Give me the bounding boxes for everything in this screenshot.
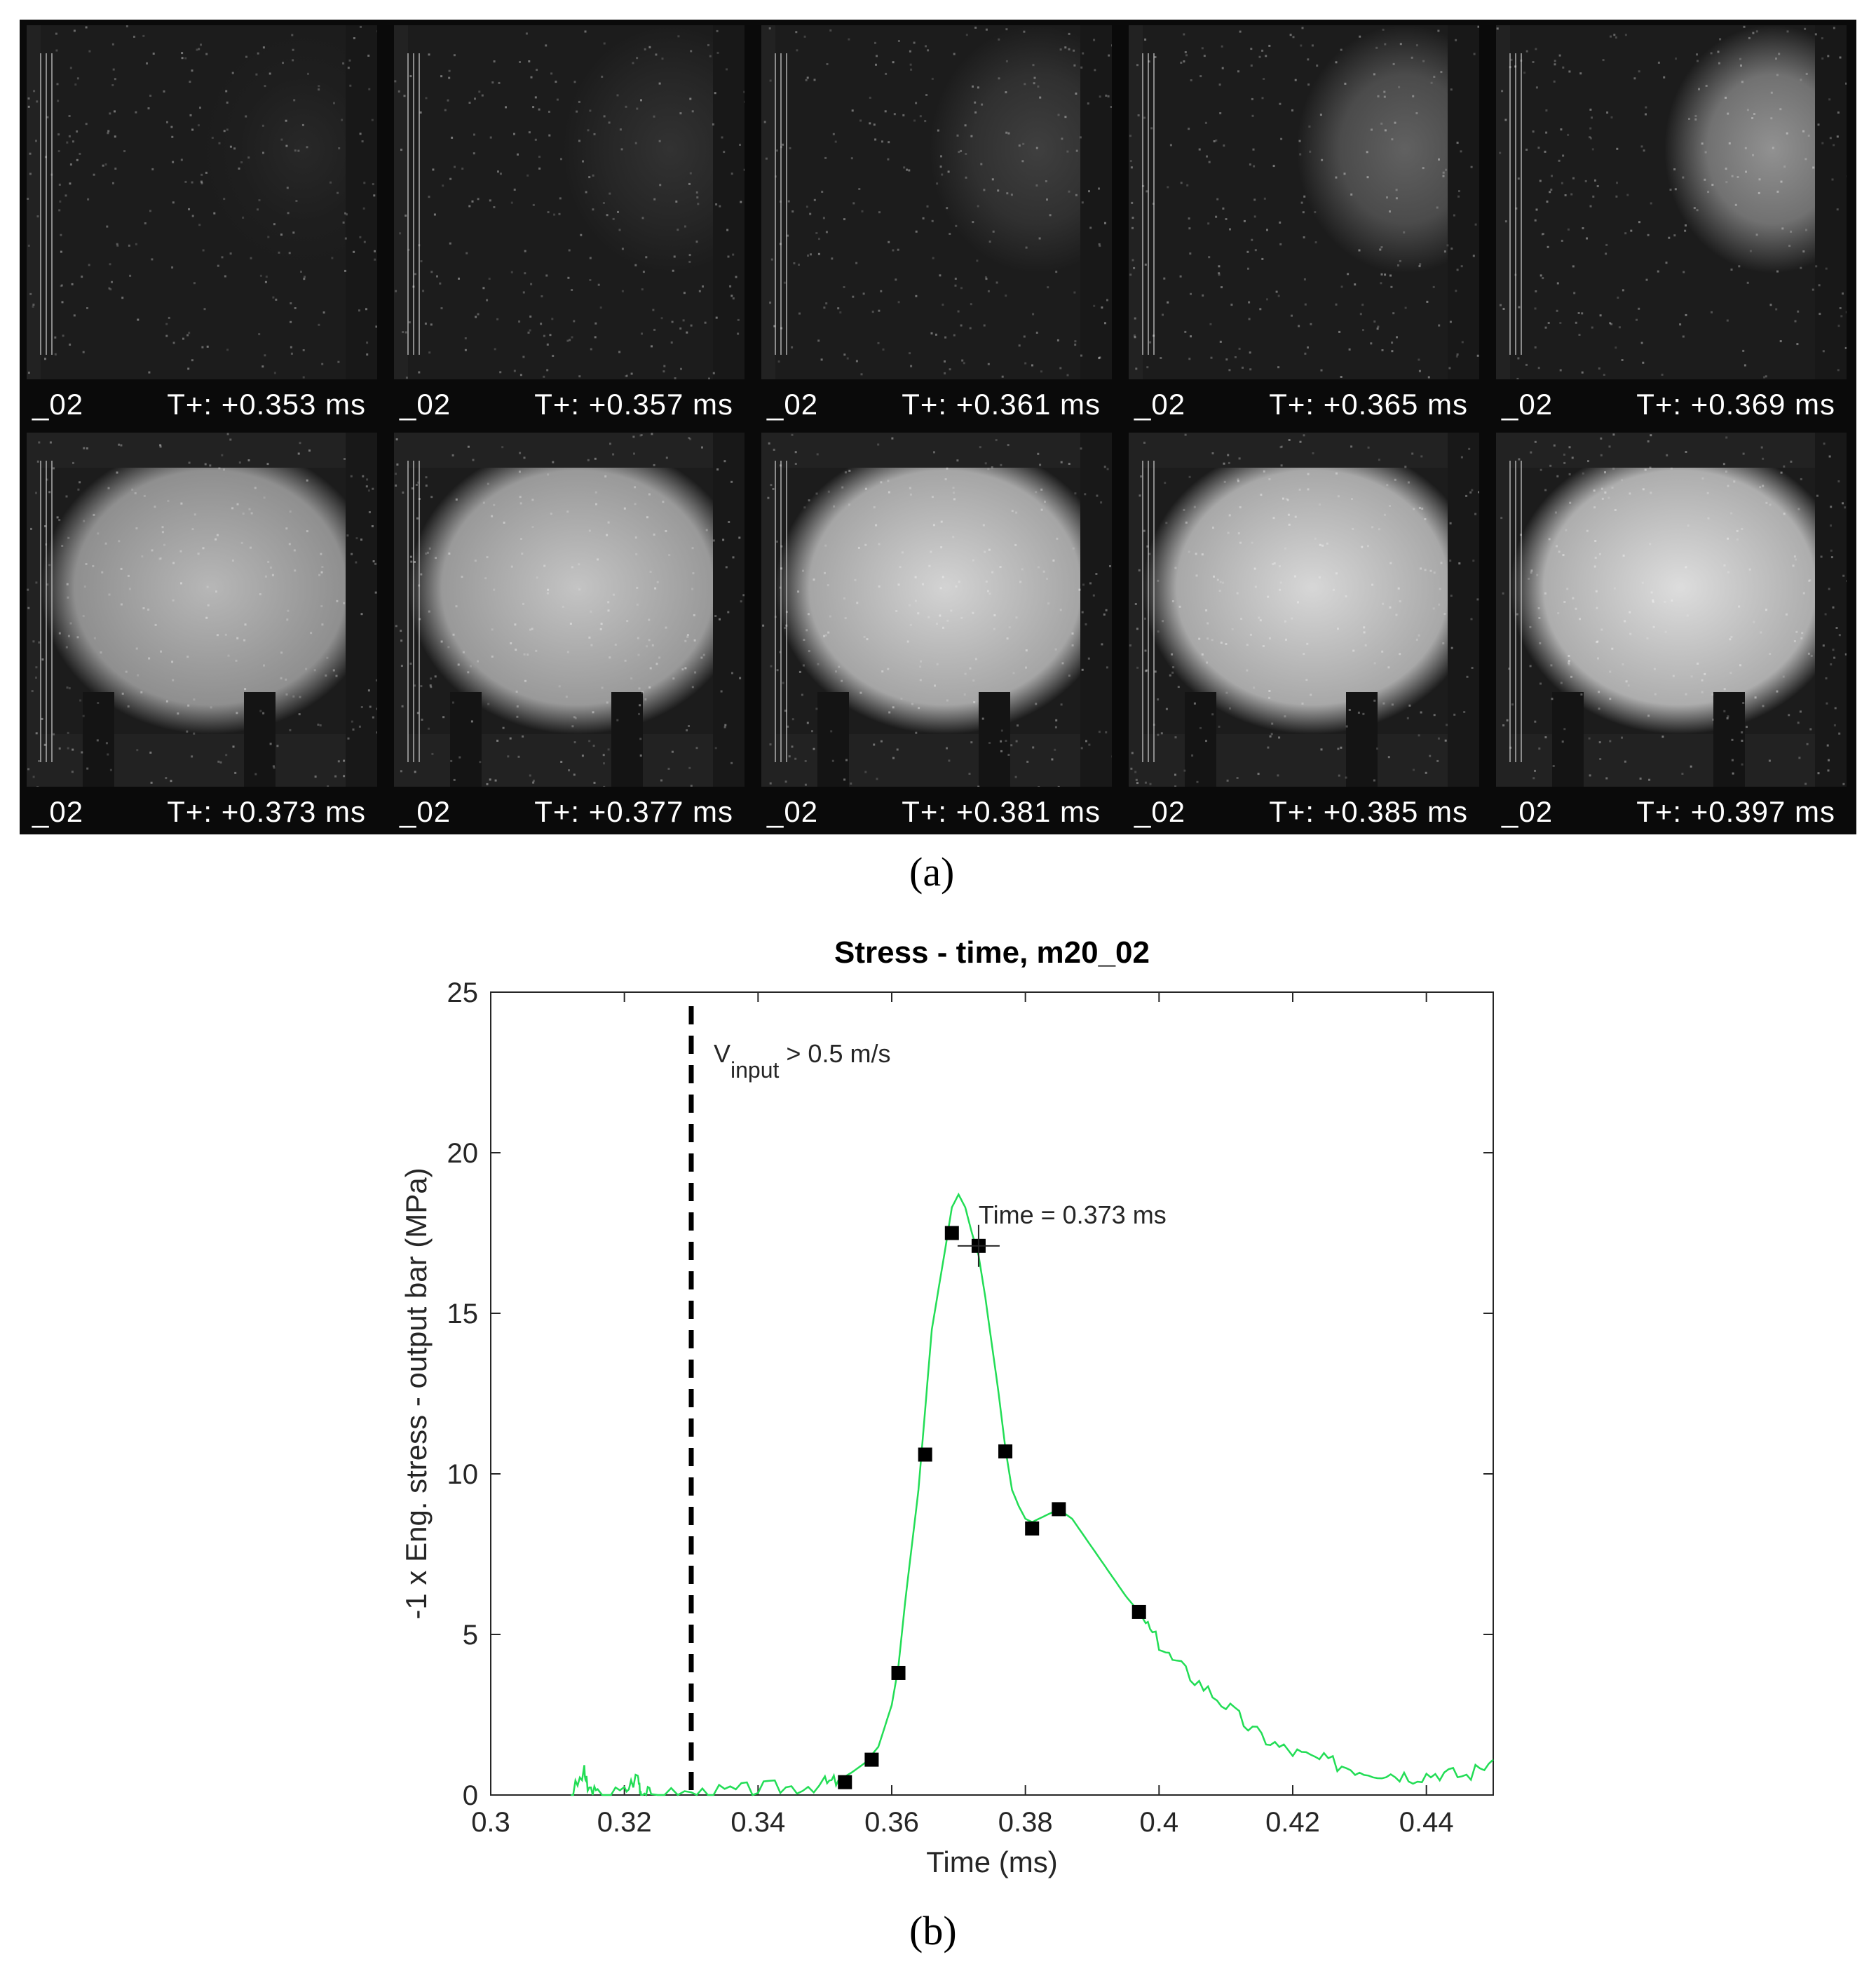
frame-7: _02 T+: +0.377 ms: [387, 427, 754, 834]
frame-grid: _02 T+: +0.353 ms _02 T+: +0.357 ms _02 T+: +…: [20, 20, 1856, 834]
y-tick-label: 25: [447, 977, 479, 1008]
threshold-label: Vinput > 0.5 m/s: [714, 1039, 890, 1083]
frame-6: _02 T+: +0.373 ms: [20, 427, 387, 834]
y-tick-label: 0: [463, 1780, 478, 1811]
chart-title: Stress - time, m20_02: [834, 935, 1150, 970]
x-tick-label: 0.42: [1265, 1807, 1320, 1838]
y-tick-label: 10: [447, 1459, 479, 1490]
frame-id-label: _02: [767, 795, 819, 828]
stress-time-chart: Stress - time, m20_02 0.3 0.32 0.34 0.36 0.38…: [400, 935, 1494, 1878]
frame-image: [1496, 25, 1847, 379]
x-axis-label: Time (ms): [926, 1845, 1057, 1878]
frame-time-label: T+: +0.397 ms: [1636, 795, 1835, 828]
x-tick-label: 0.38: [998, 1807, 1053, 1838]
plot-frame: [490, 991, 1494, 1796]
frame-1: _02 T+: +0.353 ms: [20, 20, 387, 427]
frame-image: [27, 433, 377, 787]
frame-image: [394, 433, 745, 787]
frame-id-label: _02: [400, 795, 451, 828]
frame-time-label: T+: +0.381 ms: [902, 795, 1101, 828]
marker-layer: [838, 1226, 1146, 1789]
y-tick-label: 5: [463, 1620, 478, 1651]
data-marker: [891, 1665, 906, 1680]
x-tick-label: 0.3: [471, 1807, 510, 1838]
frame-image: [761, 25, 1112, 379]
frame-time-label: T+: +0.385 ms: [1269, 795, 1468, 828]
frame-image: [1129, 433, 1479, 787]
frame-10: _02 T+: +0.397 ms: [1489, 427, 1856, 834]
frame-time-label: T+: +0.365 ms: [1269, 388, 1468, 421]
data-marker: [944, 1226, 959, 1240]
series-layer: [571, 1192, 1494, 1797]
data-marker: [838, 1775, 852, 1789]
frame-8: _02 T+: +0.381 ms: [754, 427, 1122, 834]
annotation-layer: Time = 0.373 ms: [957, 1200, 1167, 1267]
frame-image: [761, 433, 1112, 787]
x-tick-label: 0.32: [597, 1807, 652, 1838]
x-tick-label: 0.4: [1140, 1807, 1179, 1838]
frame-id-label: _02: [32, 388, 84, 421]
frame-time-label: T+: +0.357 ms: [534, 388, 733, 421]
y-axis-label: -1 x Eng. stress - output bar (MPa): [400, 1167, 433, 1619]
frame-2: _02 T+: +0.357 ms: [387, 20, 754, 427]
frame-id-label: _02: [1502, 388, 1554, 421]
data-marker: [1131, 1604, 1146, 1619]
annotation-label: Time = 0.373 ms: [979, 1200, 1167, 1229]
frame-image: [1129, 25, 1479, 379]
caption-a: (a): [909, 849, 955, 895]
data-marker: [1052, 1502, 1066, 1517]
frame-id-label: _02: [1502, 795, 1554, 828]
x-tick-label: 0.34: [730, 1807, 785, 1838]
frame-id-label: _02: [400, 388, 451, 421]
frame-image: [27, 25, 377, 379]
data-marker: [1025, 1521, 1040, 1536]
frame-time-label: T+: +0.369 ms: [1636, 388, 1835, 421]
frame-image: [1496, 433, 1847, 787]
stress-line: [571, 1192, 1494, 1797]
y-tick-label: 20: [447, 1138, 479, 1169]
caption-b: (b): [909, 1908, 957, 1953]
frame-time-label: T+: +0.353 ms: [167, 388, 366, 421]
frame-9: _02 T+: +0.385 ms: [1122, 427, 1489, 834]
frame-time-label: T+: +0.373 ms: [167, 795, 366, 828]
x-tick-label: 0.36: [864, 1807, 919, 1838]
data-marker: [918, 1447, 932, 1462]
frame-image: [394, 25, 745, 379]
x-tick-label: 0.44: [1399, 1807, 1454, 1838]
frame-time-label: T+: +0.361 ms: [902, 388, 1101, 421]
frame-id-label: _02: [1134, 795, 1186, 828]
data-marker: [998, 1444, 1013, 1458]
frame-time-label: T+: +0.377 ms: [534, 795, 733, 828]
frame-4: _02 T+: +0.365 ms: [1122, 20, 1489, 427]
frame-3: _02 T+: +0.361 ms: [754, 20, 1122, 427]
axes: Stress - time, m20_02 0.3 0.32 0.34 0.36 0.38…: [400, 935, 1494, 1878]
frame-id-label: _02: [32, 795, 84, 828]
frame-5: _02 T+: +0.369 ms: [1489, 20, 1856, 427]
frame-id-label: _02: [1134, 388, 1186, 421]
data-marker: [864, 1752, 879, 1767]
frame-id-label: _02: [767, 388, 819, 421]
y-tick-label: 15: [447, 1299, 479, 1329]
